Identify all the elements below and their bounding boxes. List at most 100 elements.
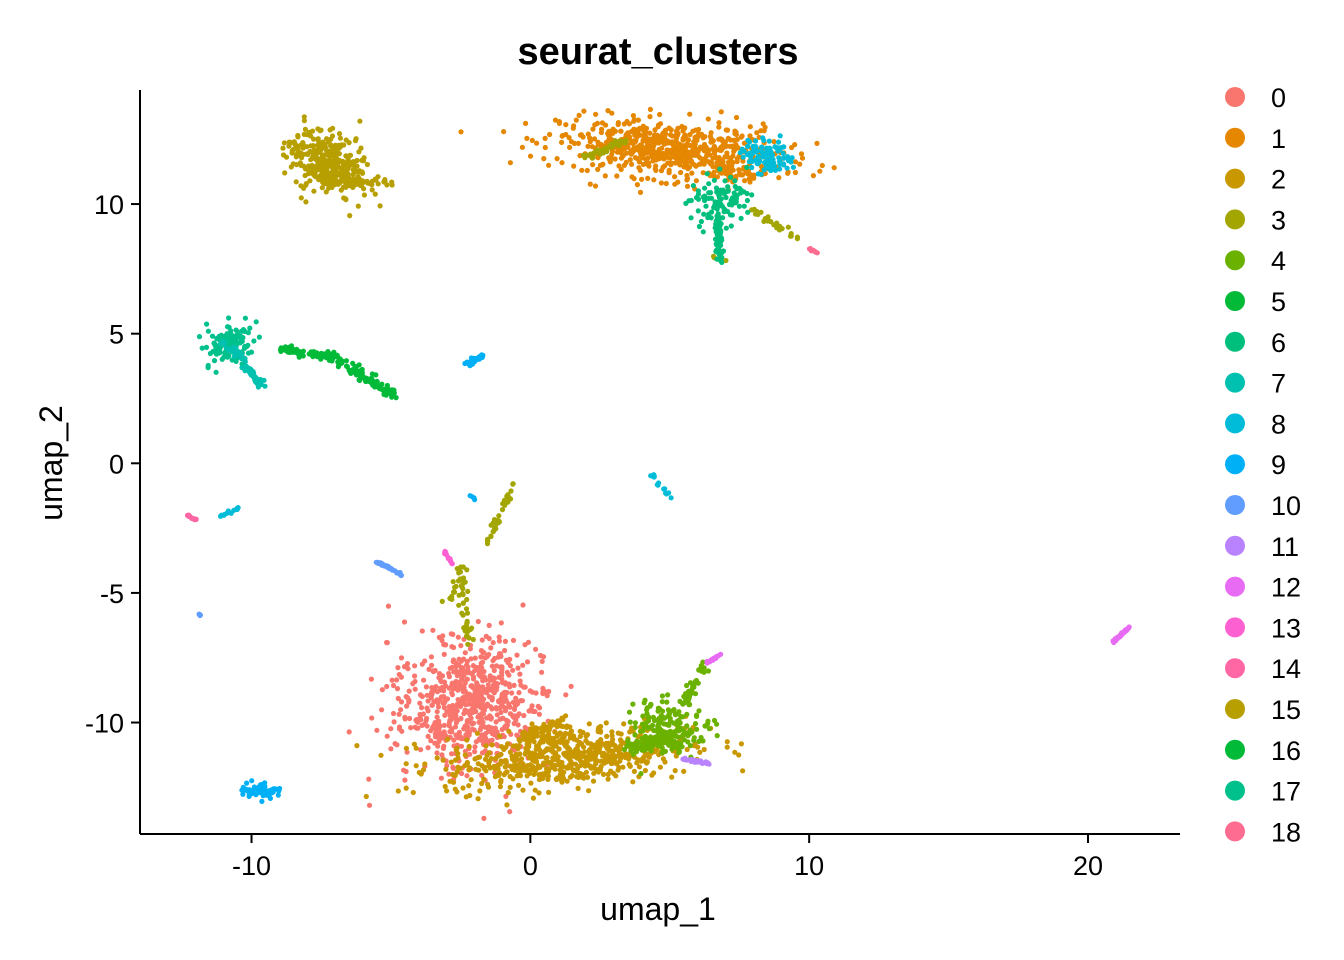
cluster-6-point xyxy=(332,353,338,359)
cluster-0-point xyxy=(504,719,510,726)
cluster-1-point xyxy=(623,159,629,165)
cluster-2-point xyxy=(528,726,534,732)
cluster-10-point xyxy=(785,158,792,164)
cluster-1-point xyxy=(674,139,680,145)
cluster-2-point xyxy=(561,769,567,775)
cluster-0-point xyxy=(404,661,411,667)
cluster-1-point xyxy=(650,158,656,164)
cluster-7-point xyxy=(235,340,241,346)
cluster-0-point xyxy=(374,727,380,733)
cluster-2-point xyxy=(603,740,610,747)
cluster-3-point xyxy=(336,142,342,148)
cluster-1-point xyxy=(580,134,586,140)
cluster-4-point xyxy=(765,214,771,220)
cluster-3-point xyxy=(327,157,333,163)
cluster-1-point xyxy=(792,159,799,165)
cluster-1-point xyxy=(684,172,690,179)
cluster-1-point xyxy=(587,181,593,187)
cluster-11-point xyxy=(249,778,255,784)
cluster-1-point xyxy=(541,156,547,162)
cluster-0-point xyxy=(536,711,543,717)
cluster-0-point xyxy=(460,695,466,701)
cluster-6-point xyxy=(338,360,344,366)
cluster-6-point xyxy=(343,363,350,369)
cluster-2-point xyxy=(520,787,526,793)
cluster-2-point xyxy=(524,741,530,747)
cluster-6-point xyxy=(318,356,324,362)
cluster-8-point xyxy=(695,208,701,214)
cluster-0-point xyxy=(413,717,420,723)
cluster-1-point xyxy=(684,177,690,183)
cluster-0-point xyxy=(529,703,535,709)
cluster-1-point xyxy=(628,151,634,157)
cluster-0-point xyxy=(472,749,478,755)
cluster-7-point xyxy=(227,341,233,347)
cluster-3-point xyxy=(293,179,299,185)
cluster-1-point xyxy=(628,129,634,135)
cluster-0-point xyxy=(441,722,447,728)
cluster-0-point xyxy=(486,687,492,693)
cluster-10-point xyxy=(754,159,761,165)
cluster-8-point xyxy=(719,259,725,265)
cluster-0-point xyxy=(514,713,520,719)
cluster-0-point xyxy=(484,703,490,709)
cluster-2-point xyxy=(672,768,678,774)
cluster-1-point xyxy=(639,176,645,182)
cluster-11-point xyxy=(260,789,266,795)
cluster-2-point xyxy=(724,744,730,750)
cluster-10-point xyxy=(777,166,783,172)
cluster-1-point xyxy=(559,160,565,166)
cluster-2-point xyxy=(533,758,539,764)
cluster-12-point xyxy=(380,562,386,568)
cluster-3-point xyxy=(280,152,287,158)
cluster-2-point xyxy=(547,720,553,727)
cluster-3-point xyxy=(323,173,329,179)
cluster-5-point xyxy=(664,721,670,728)
cluster-1-point xyxy=(563,131,569,138)
cluster-3-point xyxy=(329,133,336,139)
cluster-10-point xyxy=(746,150,752,156)
legend-label: 17 xyxy=(1271,777,1301,807)
cluster-2-point xyxy=(535,743,542,749)
cluster-4-point xyxy=(465,588,471,595)
cluster-4-point xyxy=(450,579,456,585)
cluster-0-point xyxy=(502,724,508,730)
cluster-3-point xyxy=(315,163,321,169)
cluster-3-point xyxy=(298,183,304,189)
cluster-3-point xyxy=(322,152,328,158)
cluster-0-point xyxy=(563,692,569,698)
cluster-3-point xyxy=(311,136,317,142)
cluster-5-point xyxy=(698,734,704,741)
cluster-2-point xyxy=(537,764,543,770)
cluster-5-point xyxy=(646,715,652,721)
cluster-0-point xyxy=(519,698,526,704)
cluster-8-point xyxy=(695,191,702,197)
cluster-0-point xyxy=(418,747,424,753)
cluster-3-point xyxy=(281,140,287,146)
cluster-11-point xyxy=(276,788,282,794)
cluster-9-point xyxy=(230,344,236,350)
cluster-2-point xyxy=(457,765,463,771)
cluster-5-point xyxy=(685,739,691,745)
cluster-2-point xyxy=(631,768,638,775)
cluster-0-point xyxy=(462,748,468,754)
x-tick-label: 20 xyxy=(1073,851,1103,881)
cluster-7-point xyxy=(213,351,220,357)
cluster-0-point xyxy=(527,688,533,694)
cluster-3-point xyxy=(343,137,349,143)
cluster-10-point xyxy=(761,137,767,143)
cluster-10-point xyxy=(768,163,774,169)
cluster-0-point xyxy=(432,740,438,746)
cluster-2-point xyxy=(481,766,487,772)
cluster-1-point xyxy=(728,156,734,162)
cluster-2-point xyxy=(529,721,535,727)
cluster-16-point xyxy=(191,516,197,522)
cluster-3-point xyxy=(361,155,367,161)
cluster-2-point xyxy=(591,770,597,776)
cluster-4-point xyxy=(460,600,466,606)
cluster-3-point xyxy=(323,189,329,195)
cluster-1-point xyxy=(668,154,674,160)
cluster-5-point xyxy=(640,713,646,719)
cluster-5-point xyxy=(644,707,650,713)
cluster-0-point xyxy=(546,688,552,695)
